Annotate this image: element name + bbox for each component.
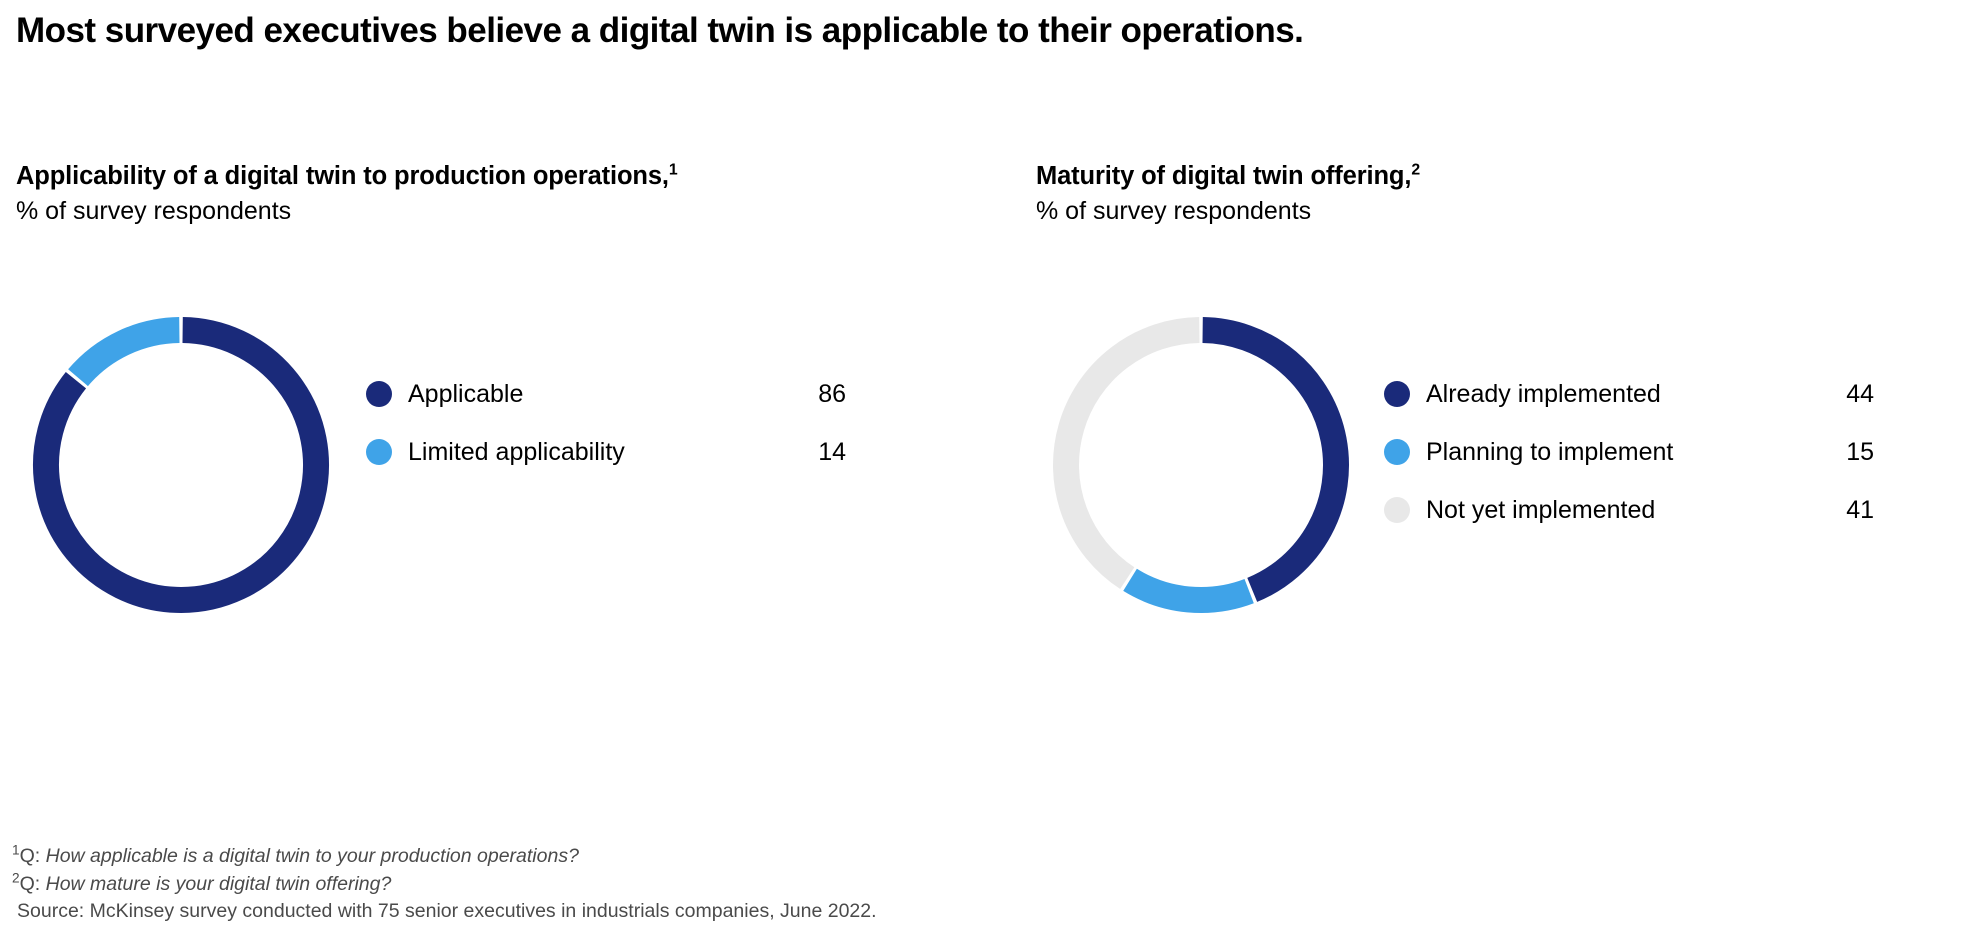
panel-right-header: Maturity of digital twin offering,2 % of… [1036, 160, 1966, 229]
donut-slice [1053, 317, 1200, 589]
legend-value: 15 [1846, 437, 1874, 466]
donut-chart-right [1036, 300, 1366, 630]
footnote-1-text: How applicable is a digital twin to your… [45, 844, 579, 867]
legend-label: Applicable [408, 379, 524, 408]
legend-value: 41 [1846, 495, 1874, 524]
page-title: Most surveyed executives believe a digit… [16, 11, 1304, 50]
footnote-1-marker: 1 [12, 842, 20, 858]
legend-row[interactable]: Planning to implement 15 [1384, 423, 1874, 481]
donut-chart-left [16, 300, 346, 630]
legend-right: Already implemented 44 Planning to impleme… [1384, 365, 1874, 539]
legend-row[interactable]: Applicable 86 [366, 365, 846, 423]
legend-label: Not yet implemented [1426, 495, 1656, 524]
legend-label: Limited applicability [408, 437, 625, 466]
legend-value: 86 [818, 379, 846, 408]
chart-right-container: Already implemented 44 Planning to impleme… [1036, 300, 1976, 630]
panel-right-subtitle: % of survey respondents [1036, 196, 1312, 225]
legend-value: 44 [1846, 379, 1874, 408]
footnote-2-text: How mature is your digital twin offering… [45, 872, 392, 895]
panel-left-title-footnote-marker: 1 [668, 161, 678, 179]
legend-swatch-icon [1384, 381, 1410, 407]
footnotes: 1Q: How applicable is a digital twin to … [12, 843, 1812, 926]
donut-right-svg [1053, 317, 1349, 613]
legend-row[interactable]: Not yet implemented 41 [1384, 481, 1874, 539]
donut-slice [33, 317, 329, 613]
panel-left-subtitle: % of survey respondents [16, 196, 292, 225]
donut-left-svg [33, 317, 329, 613]
legend-swatch-icon [1384, 497, 1410, 523]
panel-left-title: Applicability of a digital twin to produ… [16, 160, 976, 194]
legend-value: 14 [818, 437, 846, 466]
footnote-1: 1Q: How applicable is a digital twin to … [12, 843, 1812, 871]
footnote-1-prefix: Q: [19, 844, 46, 867]
chart-left-container: Applicable 86 Limited applicability 14 [16, 300, 1976, 630]
legend-swatch-icon [1384, 439, 1410, 465]
panel-right-title: Maturity of digital twin offering,2 [1036, 160, 1966, 194]
panel-left-title-text: Applicability of a digital twin to produ… [16, 162, 669, 190]
panel-left-header: Applicability of a digital twin to produ… [16, 160, 976, 229]
legend-swatch-icon [366, 381, 392, 407]
donut-slice [1202, 317, 1349, 602]
footnote-2-marker: 2 [12, 870, 20, 886]
footnote-2-prefix: Q: [19, 872, 46, 895]
donut-slice [1123, 568, 1254, 613]
legend-swatch-icon [366, 439, 392, 465]
donut-slice [68, 317, 180, 387]
footnote-2: 2Q: How mature is your digital twin offe… [12, 871, 1812, 899]
legend-row[interactable]: Already implemented 44 [1384, 365, 1874, 423]
footnote-source: Source: McKinsey survey conducted with 7… [17, 900, 877, 923]
panel-right-title-footnote-marker: 2 [1411, 161, 1420, 179]
legend-left: Applicable 86 Limited applicability 14 [366, 365, 846, 481]
legend-row[interactable]: Limited applicability 14 [366, 423, 846, 481]
panel-right-title-text: Maturity of digital twin offering, [1036, 162, 1412, 190]
legend-label: Already implemented [1426, 379, 1661, 408]
legend-label: Planning to implement [1426, 437, 1674, 466]
